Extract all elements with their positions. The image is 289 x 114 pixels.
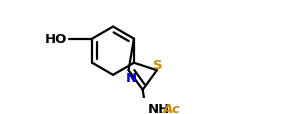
Text: Ac: Ac [163, 102, 181, 114]
Text: S: S [153, 58, 163, 71]
Text: HO: HO [44, 33, 67, 46]
Text: N: N [125, 71, 137, 84]
Text: NH: NH [148, 102, 170, 114]
